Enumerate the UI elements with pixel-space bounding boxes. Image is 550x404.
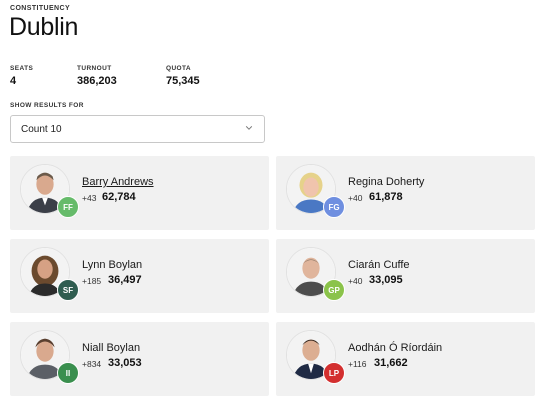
candidate-photo — [20, 247, 70, 297]
party-badge: LP — [323, 362, 345, 384]
stat-label: QUOTA — [166, 65, 191, 72]
chevron-down-icon — [245, 126, 253, 130]
candidate-card-niall-boylan[interactable]: II Niall Boylan +834 33,053 — [10, 322, 269, 396]
stat-turnout: TURNOUT 386,203 — [77, 65, 117, 87]
vote-change: +40 — [348, 193, 363, 203]
candidate-name: Regina Doherty — [348, 176, 425, 188]
candidate-photo — [286, 330, 336, 380]
count-select[interactable]: Count 10 — [10, 115, 265, 143]
candidate-card-ciaran-cuffe[interactable]: GP Ciarán Cuffe +40 33,095 — [276, 239, 535, 313]
party-badge: FG — [323, 196, 345, 218]
party-badge: SF — [57, 279, 79, 301]
page-title: Dublin — [9, 13, 79, 41]
stat-label: TURNOUT — [77, 65, 112, 72]
candidate-card-lynn-boylan[interactable]: SF Lynn Boylan +185 36,497 — [10, 239, 269, 313]
stat-value: 75,345 — [166, 75, 200, 87]
candidate-name: Ciarán Cuffe — [348, 259, 410, 271]
vote-change: +40 — [348, 276, 363, 286]
candidate-card-aodhan-o-riordain[interactable]: LP Aodhán Ó Ríordáin +116 31,662 — [276, 322, 535, 396]
show-results-label: SHOW RESULTS FOR — [10, 102, 84, 109]
candidate-name: Niall Boylan — [82, 342, 141, 354]
candidate-card-barry-andrews[interactable]: FF Barry Andrews +43 62,784 — [10, 156, 269, 230]
constituency-eyebrow: CONSTITUENCY — [10, 5, 71, 12]
stat-label: SEATS — [10, 65, 34, 72]
count-select-value: Count 10 — [21, 124, 62, 135]
vote-total: 31,662 — [374, 357, 408, 369]
vote-change: +834 — [82, 359, 102, 369]
vote-total: 62,784 — [102, 191, 136, 203]
vote-total: 61,878 — [369, 191, 403, 203]
stat-seats: SEATS 4 — [10, 65, 33, 87]
vote-total: 36,497 — [108, 274, 142, 286]
candidate-name: Lynn Boylan — [82, 259, 143, 271]
vote-change: +185 — [82, 276, 102, 286]
candidate-name-link[interactable]: Barry Andrews — [82, 176, 154, 188]
candidate-photo — [20, 164, 70, 214]
party-badge: GP — [323, 279, 345, 301]
candidate-photo — [286, 164, 336, 214]
stat-value: 386,203 — [77, 75, 117, 87]
party-badge: II — [57, 362, 79, 384]
candidate-photo — [286, 247, 336, 297]
candidate-name: Aodhán Ó Ríordáin — [348, 342, 443, 354]
candidate-card-regina-doherty[interactable]: FG Regina Doherty +40 61,878 — [276, 156, 535, 230]
vote-change: +116 — [348, 359, 367, 369]
stat-value: 4 — [10, 75, 17, 87]
party-badge: FF — [57, 196, 79, 218]
stat-quota: QUOTA 75,345 — [166, 65, 200, 87]
vote-change: +43 — [82, 193, 97, 203]
vote-total: 33,095 — [369, 274, 403, 286]
vote-total: 33,053 — [108, 357, 142, 369]
